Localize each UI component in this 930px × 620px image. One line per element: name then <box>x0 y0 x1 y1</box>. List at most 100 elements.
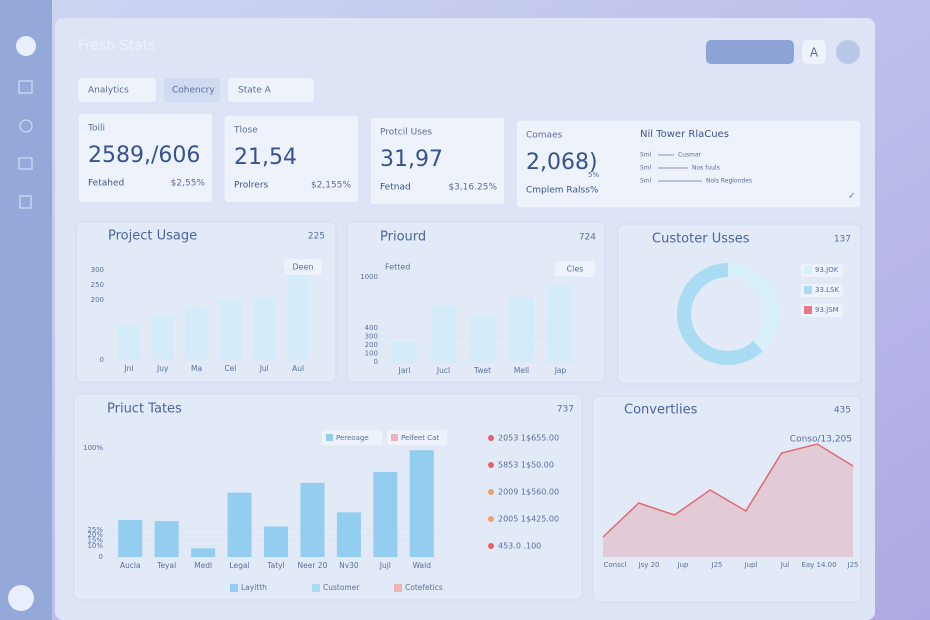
bar <box>469 316 496 362</box>
legend-swatch <box>804 266 812 274</box>
panel-title: Project Usage <box>108 229 197 244</box>
bar <box>430 305 457 362</box>
list-dot <box>488 435 494 441</box>
list-text: 5853 1$50.00 <box>498 461 554 470</box>
list-text: 2005 1$425.00 <box>498 515 559 524</box>
kpi-change: $3,16.25% <box>448 183 497 193</box>
y-tick-label: 200 <box>91 296 104 304</box>
bar <box>185 306 208 360</box>
bar <box>300 482 325 557</box>
y-tick-label: 10% <box>87 542 103 550</box>
bar <box>219 299 242 360</box>
kpi-change: $2,155% <box>311 181 351 191</box>
kpi-card <box>223 114 360 204</box>
nav-icon[interactable] <box>19 195 32 209</box>
chart-label: Conso/13,205 <box>790 435 852 445</box>
y-tick-label: 200 <box>365 341 378 349</box>
x-tick-label: Jujl <box>379 561 391 570</box>
kpi-label: Protcil Uses <box>380 128 432 138</box>
kpi-sub: Cmplem Ralss% <box>526 186 599 196</box>
bar <box>409 450 434 557</box>
kpi-label: Toili <box>87 124 105 134</box>
x-tick-label: Cel <box>224 364 236 373</box>
kpi-sub: Prolrers <box>234 181 269 191</box>
button[interactable] <box>555 261 595 277</box>
filter-label: State A <box>238 86 272 96</box>
help-button[interactable] <box>8 585 34 611</box>
bar <box>286 275 310 360</box>
user-initial: A <box>810 46 819 60</box>
nav-icon[interactable] <box>18 80 33 94</box>
legend-swatch <box>804 286 812 294</box>
x-tick-label: Conscl <box>603 561 626 569</box>
button[interactable] <box>284 259 322 275</box>
x-tick-label: Eay 14.00 <box>801 561 836 569</box>
list-dot <box>488 489 494 495</box>
panel <box>617 223 862 385</box>
button-label: Deen <box>292 263 313 272</box>
bar <box>191 548 216 557</box>
legend-swatch <box>312 584 320 592</box>
x-tick-label: Jupl <box>744 561 758 569</box>
panel-title: Priuct Tates <box>107 402 182 417</box>
filter-label: Analytics <box>88 86 129 96</box>
legend-label: Customer <box>323 583 360 592</box>
donut-segment <box>677 263 763 365</box>
logo[interactable] <box>16 36 36 56</box>
panel-badge: 737 <box>557 405 574 415</box>
panel-title: Priourd <box>380 230 426 245</box>
y-tick-label: 1000 <box>360 273 378 281</box>
bar <box>263 526 289 557</box>
panel <box>592 395 862 603</box>
y-tick-label: 20% <box>87 531 103 539</box>
bar <box>336 512 361 557</box>
x-tick-label: Jul <box>259 364 269 373</box>
bar <box>117 326 141 360</box>
list-text: 453.0 .100 <box>498 542 541 551</box>
list-text: 2009 1$560.00 <box>498 488 559 497</box>
button-label: Cles <box>567 265 584 274</box>
chip <box>322 430 382 445</box>
panel-badge: 137 <box>834 235 851 245</box>
kpi-value: 2589,/606 <box>88 143 200 168</box>
kpi-card <box>369 116 506 206</box>
user-button[interactable] <box>802 40 826 64</box>
x-tick-label: Jarl <box>398 366 411 375</box>
avatar[interactable] <box>836 40 860 64</box>
x-tick-label: Twet <box>473 366 491 375</box>
side-title: Nil Tower RlaCues <box>640 129 729 140</box>
x-tick-label: Nv30 <box>339 561 359 570</box>
legend-label: 93.JOK <box>815 266 839 274</box>
bar <box>151 315 174 360</box>
kpi-value: 31,97 <box>380 147 443 172</box>
x-tick-label: Jup <box>677 561 690 569</box>
x-tick-label: Jsy 20 <box>638 561 660 569</box>
chip-swatch <box>391 434 398 441</box>
x-tick-label: Wald <box>413 561 432 570</box>
bar <box>391 341 418 362</box>
list-dot <box>488 462 494 468</box>
panel-title: Convertlies <box>624 403 698 418</box>
donut-segment <box>727 263 779 352</box>
bar <box>508 296 535 362</box>
x-tick-label: Ma <box>191 364 202 373</box>
x-tick-label: Juy <box>156 364 169 373</box>
page-title: Fresh Stats <box>78 38 155 54</box>
side-key: Sml <box>640 165 652 172</box>
chip-label: Pelfeet Cat <box>401 434 439 442</box>
nav-icon[interactable] <box>18 157 33 170</box>
filter[interactable] <box>228 78 314 102</box>
filter[interactable] <box>164 78 220 102</box>
nav-icon[interactable] <box>19 119 33 133</box>
filter[interactable] <box>78 78 156 102</box>
panel-badge: 724 <box>579 233 596 243</box>
legend-swatch <box>230 584 238 592</box>
x-tick-label: Teyal <box>156 561 176 570</box>
toolbar[interactable] <box>706 40 794 64</box>
side-key: Sml <box>640 152 652 159</box>
bar <box>253 297 276 360</box>
y-tick-label: 400 <box>365 324 378 332</box>
kpi-sub: Fetnad <box>380 183 411 193</box>
y-tick-label: 250 <box>91 281 104 289</box>
x-tick-label: Jap <box>554 366 567 375</box>
